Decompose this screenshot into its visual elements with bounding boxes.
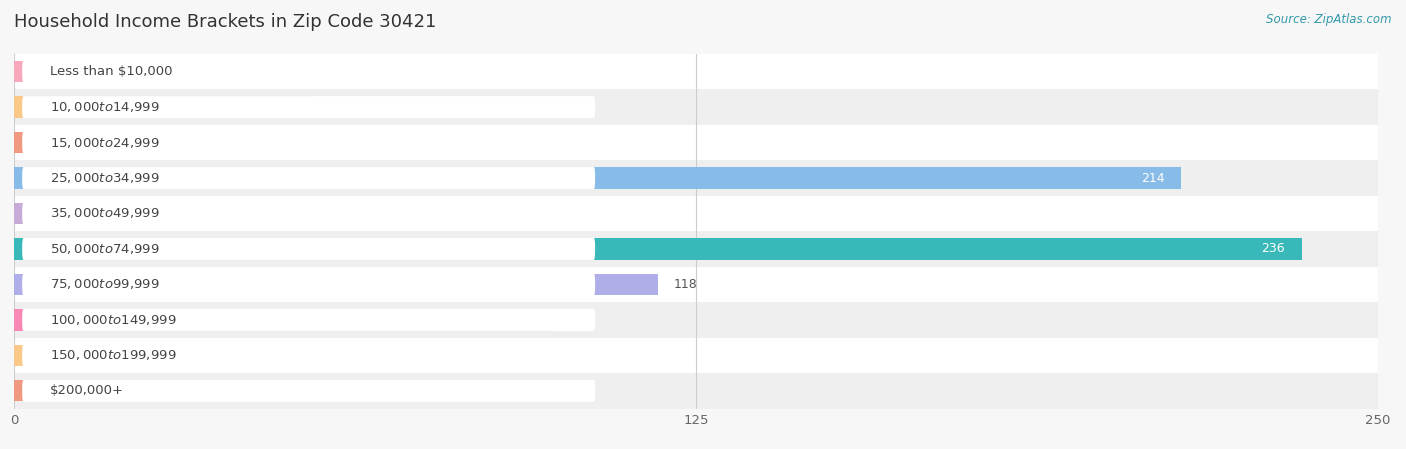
Bar (14, 274, 658, 295)
Bar (14, 203, 537, 224)
Bar (14, 373, 1378, 409)
Text: $150,000 to $199,999: $150,000 to $199,999 (49, 348, 176, 362)
Text: $15,000 to $24,999: $15,000 to $24,999 (49, 136, 159, 150)
Bar (14, 160, 1378, 196)
Text: $50,000 to $74,999: $50,000 to $74,999 (49, 242, 159, 256)
Bar (14, 380, 499, 401)
Bar (14, 132, 489, 153)
FancyBboxPatch shape (22, 61, 595, 83)
FancyBboxPatch shape (22, 167, 595, 189)
Bar (14, 89, 1378, 125)
Text: $75,000 to $99,999: $75,000 to $99,999 (49, 277, 159, 291)
Bar (14, 54, 1378, 89)
Text: 96: 96 (554, 207, 569, 220)
Text: $25,000 to $34,999: $25,000 to $34,999 (49, 171, 159, 185)
Text: 55: 55 (330, 101, 346, 114)
FancyBboxPatch shape (22, 202, 595, 224)
Text: $35,000 to $49,999: $35,000 to $49,999 (49, 207, 159, 220)
Bar (14, 97, 314, 118)
Text: 98: 98 (565, 313, 581, 326)
Text: 118: 118 (673, 278, 697, 291)
Bar (14, 238, 1302, 260)
Text: $200,000+: $200,000+ (49, 384, 124, 397)
Text: $10,000 to $14,999: $10,000 to $14,999 (49, 100, 159, 114)
FancyBboxPatch shape (22, 380, 595, 402)
Text: 41: 41 (254, 349, 270, 362)
Text: Household Income Brackets in Zip Code 30421: Household Income Brackets in Zip Code 30… (14, 13, 436, 31)
Text: 214: 214 (1142, 172, 1166, 185)
Text: 33: 33 (211, 65, 226, 78)
Bar (14, 309, 548, 330)
FancyBboxPatch shape (22, 309, 595, 331)
Text: 87: 87 (505, 136, 522, 149)
Bar (14, 267, 1378, 302)
Bar (14, 338, 1378, 373)
Bar (14, 167, 1181, 189)
FancyBboxPatch shape (22, 132, 595, 154)
FancyBboxPatch shape (22, 96, 595, 118)
Bar (14, 345, 238, 366)
Bar (14, 61, 194, 82)
Bar (14, 196, 1378, 231)
Text: $100,000 to $149,999: $100,000 to $149,999 (49, 313, 176, 327)
FancyBboxPatch shape (22, 273, 595, 295)
Text: 236: 236 (1261, 242, 1285, 255)
FancyBboxPatch shape (22, 344, 595, 366)
FancyBboxPatch shape (22, 238, 595, 260)
Bar (14, 125, 1378, 160)
Text: Source: ZipAtlas.com: Source: ZipAtlas.com (1267, 13, 1392, 26)
Bar (14, 302, 1378, 338)
Bar (14, 231, 1378, 267)
Text: Less than $10,000: Less than $10,000 (49, 65, 172, 78)
Text: 89: 89 (516, 384, 531, 397)
